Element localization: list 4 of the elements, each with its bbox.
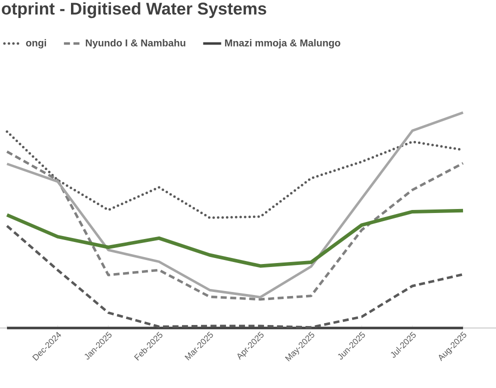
legend-label: Mnazi mmoja & Malungo [225,39,340,48]
legend-label: Nyundo I & Nambahu [86,39,186,48]
legend-label: ongi [26,39,46,48]
chart-title: otprint - Digitised Water Systems [2,2,266,18]
